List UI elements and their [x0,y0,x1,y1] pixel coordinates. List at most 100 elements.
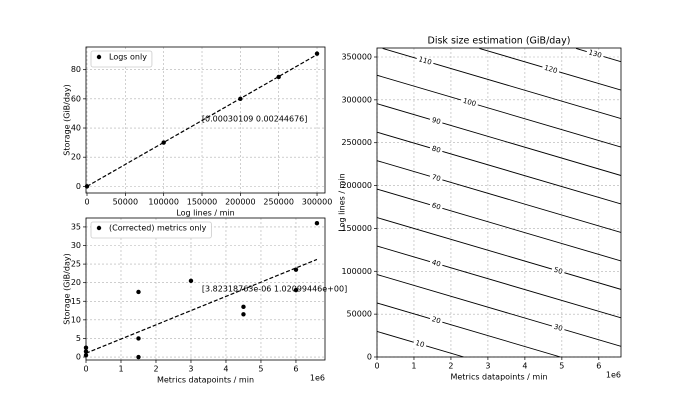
legend-marker [96,225,102,231]
data-point [241,304,246,310]
legend-label: Logs only [109,53,147,62]
x-tick-label: 1 [411,362,416,371]
x-axis-label: Log lines / min [176,209,234,218]
contour-label: 100 [462,97,477,108]
contour-line [377,131,621,205]
data-point [136,289,141,295]
contour-label-group: 110 [415,54,435,68]
y-tick-label: 350000 [341,53,372,62]
y-tick-label: 50000 [347,310,372,319]
x-tick-label: 0 [374,362,379,371]
contour-label-bg [428,172,444,184]
annotation: [0.00030109 0.00244676] [202,114,307,123]
x-axis-label: Metrics datapoints / min [450,373,547,382]
contour-label-group: 60 [428,200,444,213]
contour-label: 120 [543,64,558,75]
contour-label: 20 [431,315,442,325]
contour-label-group: 90 [428,115,444,127]
contour-label-bg [428,314,444,327]
contour-label-bg [550,265,566,277]
legend: (Corrected) metrics only [90,221,212,239]
x-axis-label: Metrics datapoints / min [157,376,254,385]
y-tick-label: 5 [76,334,81,343]
x-tick-label: 1 [118,365,123,374]
axes-frame [85,217,326,361]
y-axis-label: Storage (GiB/day) [63,84,72,155]
contour-label: 80 [431,144,442,154]
contour-label-bg [585,47,605,61]
contour-line [377,74,621,148]
contour-line [377,160,621,233]
y-tick-label: 300000 [341,95,372,104]
y-tick-label: 250000 [341,138,372,147]
y-tick-label: 20 [71,153,81,162]
data-point [314,221,320,226]
x-tick-label: 2 [153,365,158,374]
chart-title: Disk size estimation (GiB/day) [428,36,571,47]
x-tick-label: 6 [293,365,298,374]
x-tick-label: 6 [596,362,601,371]
y-tick-label: 35 [71,222,81,231]
contour-label-bg [428,115,444,127]
contour-label: 60 [431,201,442,211]
x-tick-label: 300000 [302,198,333,207]
y-tick-label: 30 [71,241,81,250]
contour-label: 30 [553,323,564,333]
legend-box [90,50,153,68]
data-point [136,354,141,360]
contour-label-bg [428,257,444,270]
contour-label-group: 50 [550,265,566,277]
y-tick-label: 200000 [341,181,372,190]
contour-label: 70 [431,173,442,183]
y-tick-label: 0 [76,353,81,362]
contour-label-bg [428,200,444,213]
x-tick-label: 4 [223,365,228,374]
y-tick-label: 0 [76,182,81,191]
fit-line [86,54,318,187]
contour-label-group: 100 [459,96,479,109]
contour-label-group: 40 [428,257,444,270]
contour-label-group: 10 [412,338,428,350]
contour-label-bg [415,54,435,68]
data-point [188,278,194,284]
contour-label-group: 20 [428,314,444,327]
contour-line [377,274,621,347]
y-tick-label: 80 [71,65,81,74]
x-tick-label: 50000 [113,198,138,207]
contour-label-group: 70 [428,172,444,184]
contour-line [377,245,621,319]
x-tick-label: 100000 [148,198,179,207]
contour-label-bg [459,96,479,109]
contour-line [377,302,561,357]
x-tick-label: 200000 [225,198,256,207]
legend-marker [96,54,102,60]
legend: Logs only [90,50,153,68]
x-tick-label: 2 [448,362,453,371]
contour-label: 110 [418,55,433,66]
y-axis-label: Storage (GiB/day) [63,253,72,324]
y-tick-label: 60 [71,94,81,103]
contour-label: 40 [431,258,442,268]
contour-line [377,188,621,262]
contour-label-group: 130 [585,47,605,61]
y-axis-label: Log lines / min [338,173,347,231]
legend-label: (Corrected) metrics only [109,224,207,233]
x-tick-label: 5 [559,362,564,371]
contour-line [377,103,621,176]
data-point [241,312,246,317]
x-tick-label: 5 [258,365,263,374]
y-tick-label: 100000 [341,267,372,276]
contour-label: 50 [553,266,564,276]
y-tick-label: 10 [71,315,81,324]
x-tick-label: 250000 [263,198,294,207]
y-tick-label: 15 [71,297,81,306]
x-tick-label: 3 [485,362,490,371]
legend-box [90,221,212,239]
contour-label-bg [428,143,444,156]
data-point [293,287,299,293]
y-tick-label: 0 [367,353,372,362]
y-tick-label: 40 [71,124,81,133]
x-offset-label: 1e6 [606,371,621,380]
fit-line [86,258,318,354]
